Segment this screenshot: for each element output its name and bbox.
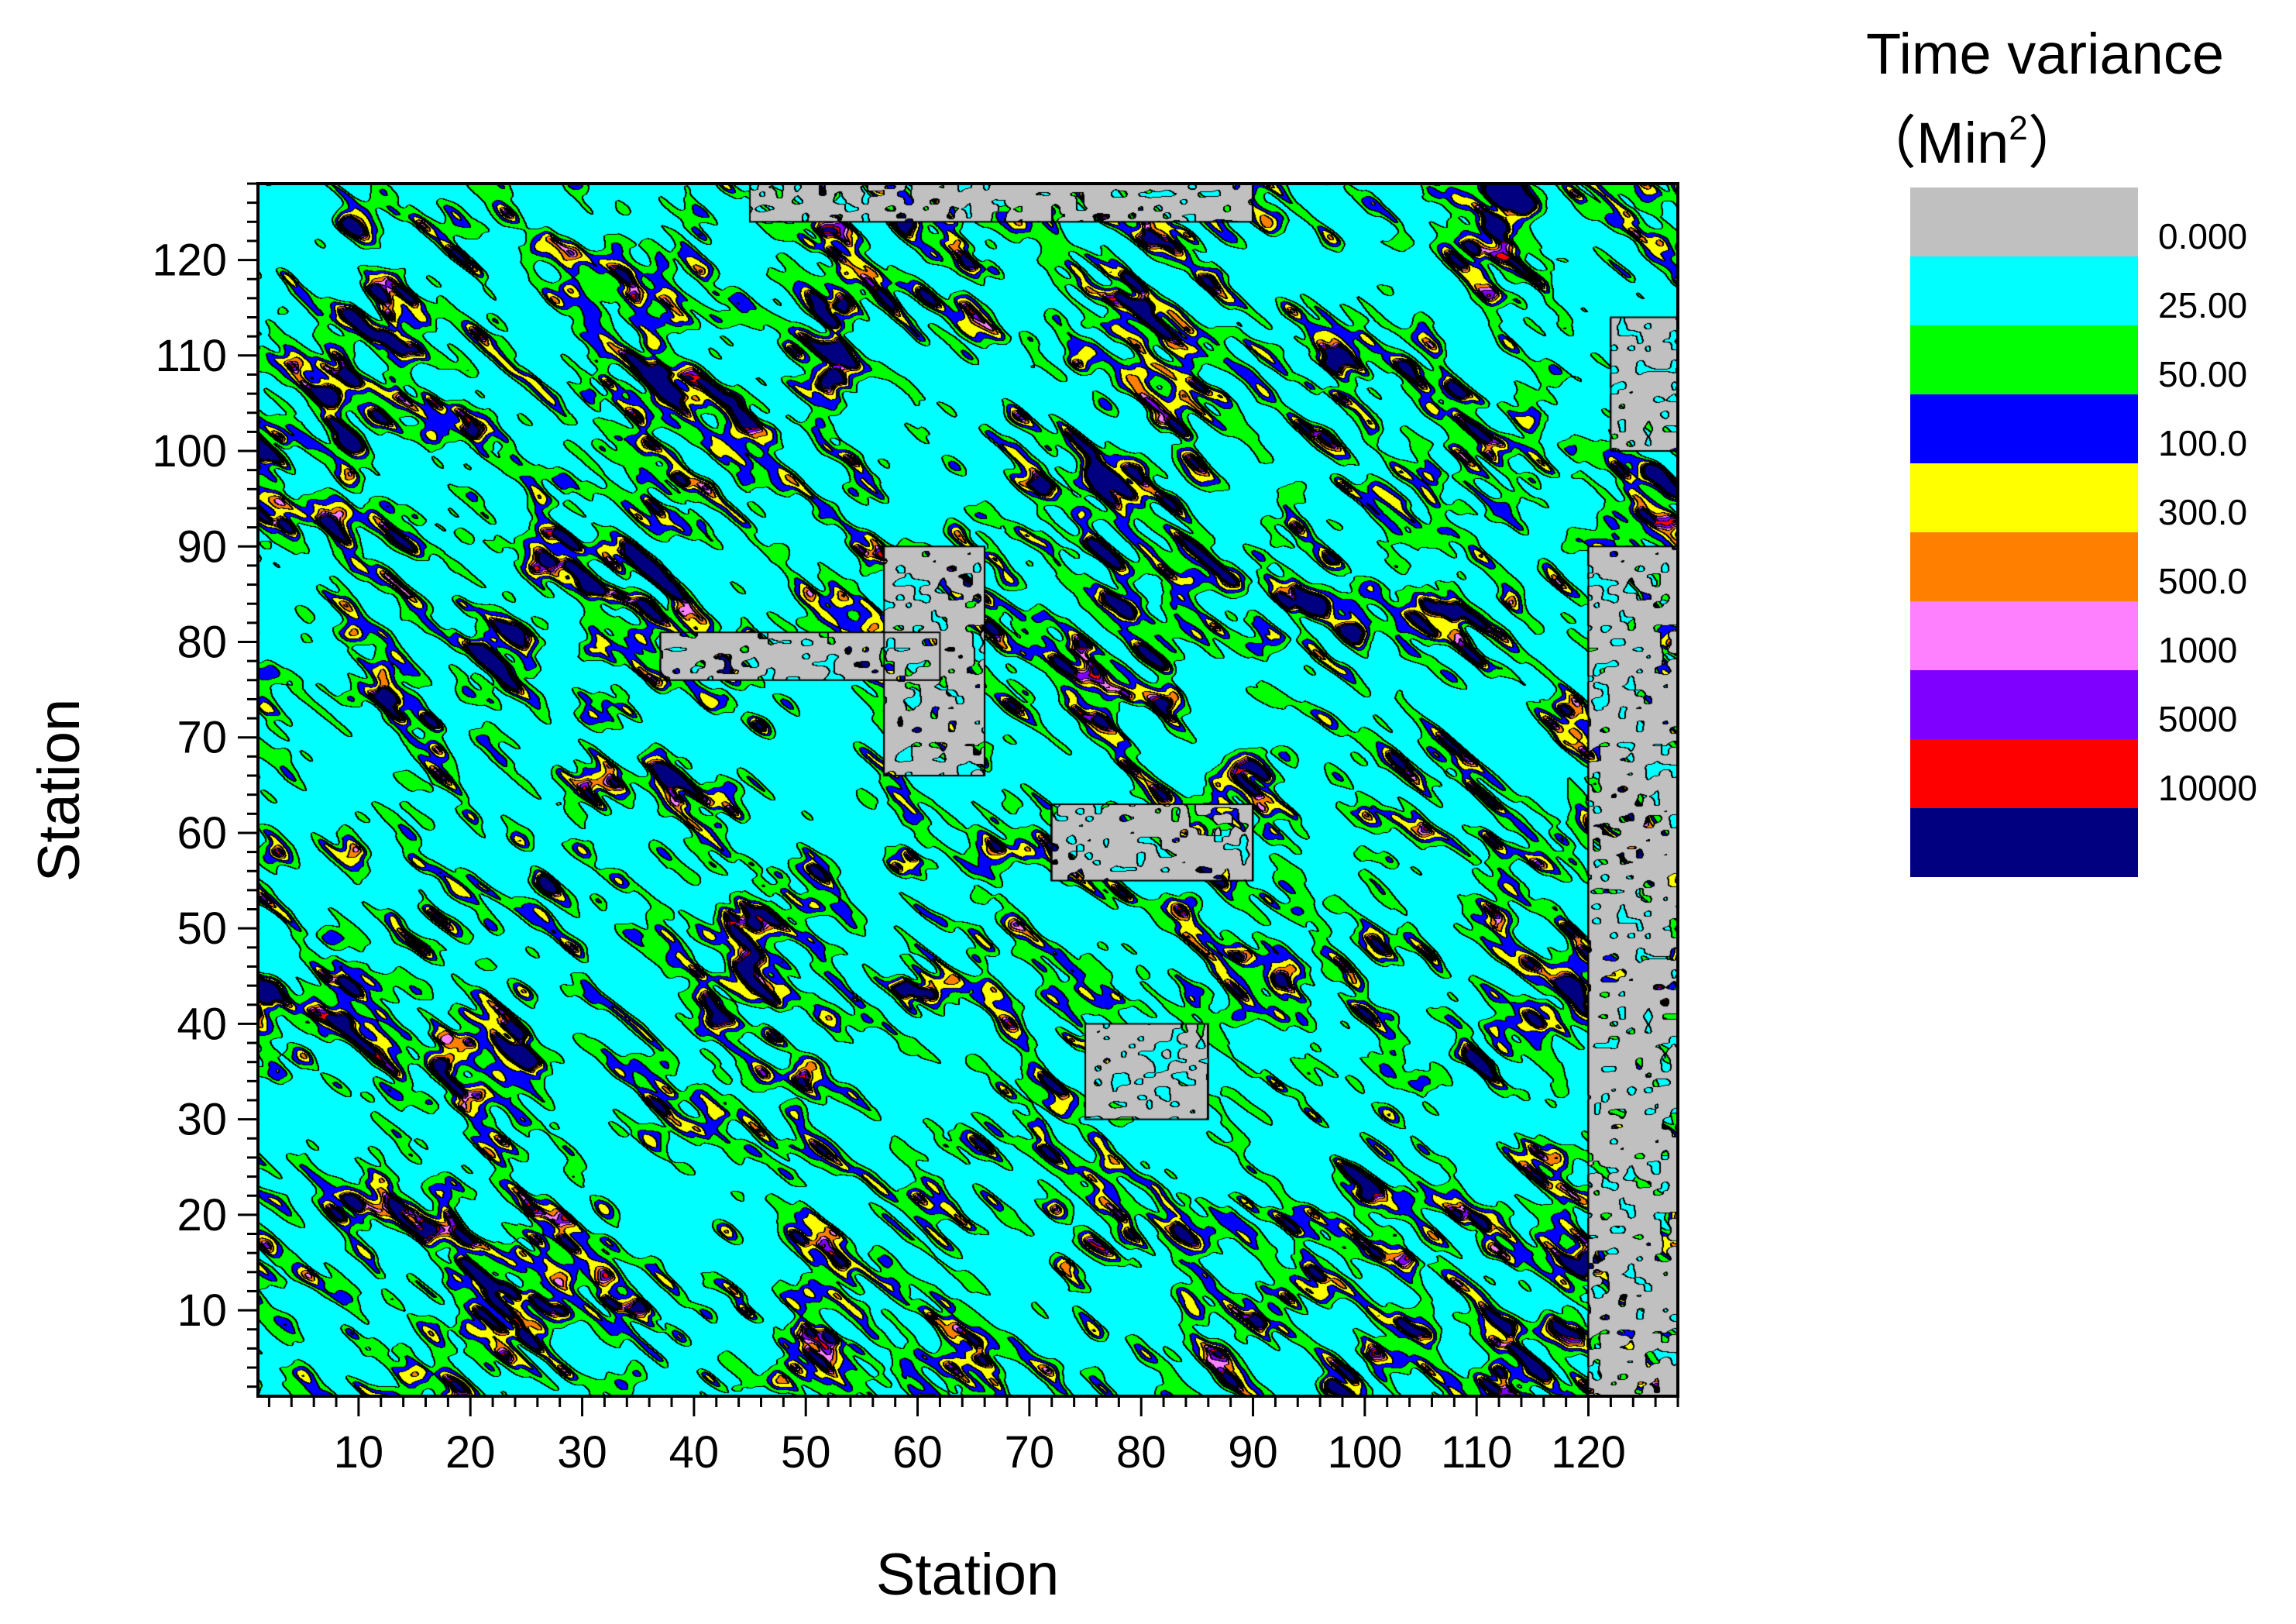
legend-level-label: 1000: [2158, 630, 2237, 670]
x-tick-label: 50: [781, 1427, 831, 1478]
y-tick-label: 30: [177, 1095, 227, 1145]
legend-swatch: [1910, 808, 2138, 877]
legend-unit: （Min2）: [1859, 109, 2085, 175]
y-tick-label: 20: [177, 1190, 227, 1240]
legend-level-label: 25.00: [2158, 285, 2247, 325]
legend-level-label: 500.0: [2158, 561, 2247, 601]
legend-swatch: [1910, 394, 2138, 463]
x-tick-label: 110: [1441, 1427, 1512, 1478]
legend-swatch: [1910, 325, 2138, 394]
y-tick-label: 60: [177, 808, 227, 858]
x-tick-label: 20: [445, 1427, 496, 1478]
x-axis: 10 20 30 40 50 60 70 80 90 100 110 120: [267, 1396, 1679, 1478]
y-tick-label: 80: [177, 617, 227, 667]
y-tick-label: 70: [177, 713, 227, 763]
x-tick-label: 40: [669, 1427, 720, 1478]
y-tick-label: 50: [177, 903, 227, 954]
y-tick-label: 120: [152, 236, 227, 286]
legend-level-label: 5000: [2158, 699, 2237, 739]
contour-field: [258, 184, 1678, 1396]
legend-level-label: 0.000: [2158, 216, 2247, 256]
legend-swatch: [1910, 601, 2138, 670]
legend-labels: 0.000 25.00 50.00 100.0 300.0 500.0 1000 5000 10…: [2158, 216, 2257, 808]
x-tick-label: 30: [557, 1427, 607, 1478]
x-tick-label: 90: [1228, 1427, 1278, 1478]
legend-unit-prefix: （Min: [1859, 111, 2009, 175]
legend-level-label: 100.0: [2158, 423, 2247, 463]
legend-swatch: [1910, 188, 2138, 256]
plot-area: [258, 184, 1678, 1396]
y-axis-title: Station: [26, 699, 92, 883]
x-tick-label: 10: [334, 1427, 384, 1478]
color-legend: Time variance （Min2） 0.000 25.00 50.00 100.…: [1859, 22, 2257, 877]
y-tick-label: 90: [177, 521, 227, 572]
legend-level-label: 300.0: [2158, 492, 2247, 532]
plot-frame: [256, 182, 1679, 1398]
y-tick-label: 10: [177, 1285, 227, 1336]
legend-level-label: 50.00: [2158, 354, 2247, 394]
y-tick-label: 100: [152, 426, 227, 477]
legend-swatch: [1910, 256, 2138, 325]
x-tick-label: 60: [892, 1427, 943, 1478]
y-axis: 10 20 30 40 50 60 70 80 90 100 110 120: [152, 182, 258, 1388]
legend-unit-exponent: 2: [2009, 109, 2027, 147]
legend-title: Time variance: [1866, 22, 2224, 86]
y-tick-label: 40: [177, 999, 227, 1049]
legend-swatch: [1910, 463, 2138, 532]
x-tick-label: 100: [1327, 1427, 1402, 1478]
x-tick-label: 120: [1551, 1427, 1626, 1478]
legend-swatch: [1910, 532, 2138, 601]
y-tick-label: 110: [156, 331, 227, 381]
legend-swatches: [1910, 188, 2138, 877]
x-tick-label: 80: [1116, 1427, 1167, 1478]
legend-unit-suffix: ）: [2028, 111, 2085, 175]
x-axis-title: Station: [876, 1542, 1060, 1608]
legend-level-label: 10000: [2158, 768, 2257, 808]
legend-swatch: [1910, 739, 2138, 808]
legend-swatch: [1910, 670, 2138, 739]
x-tick-label: 70: [1005, 1427, 1055, 1478]
